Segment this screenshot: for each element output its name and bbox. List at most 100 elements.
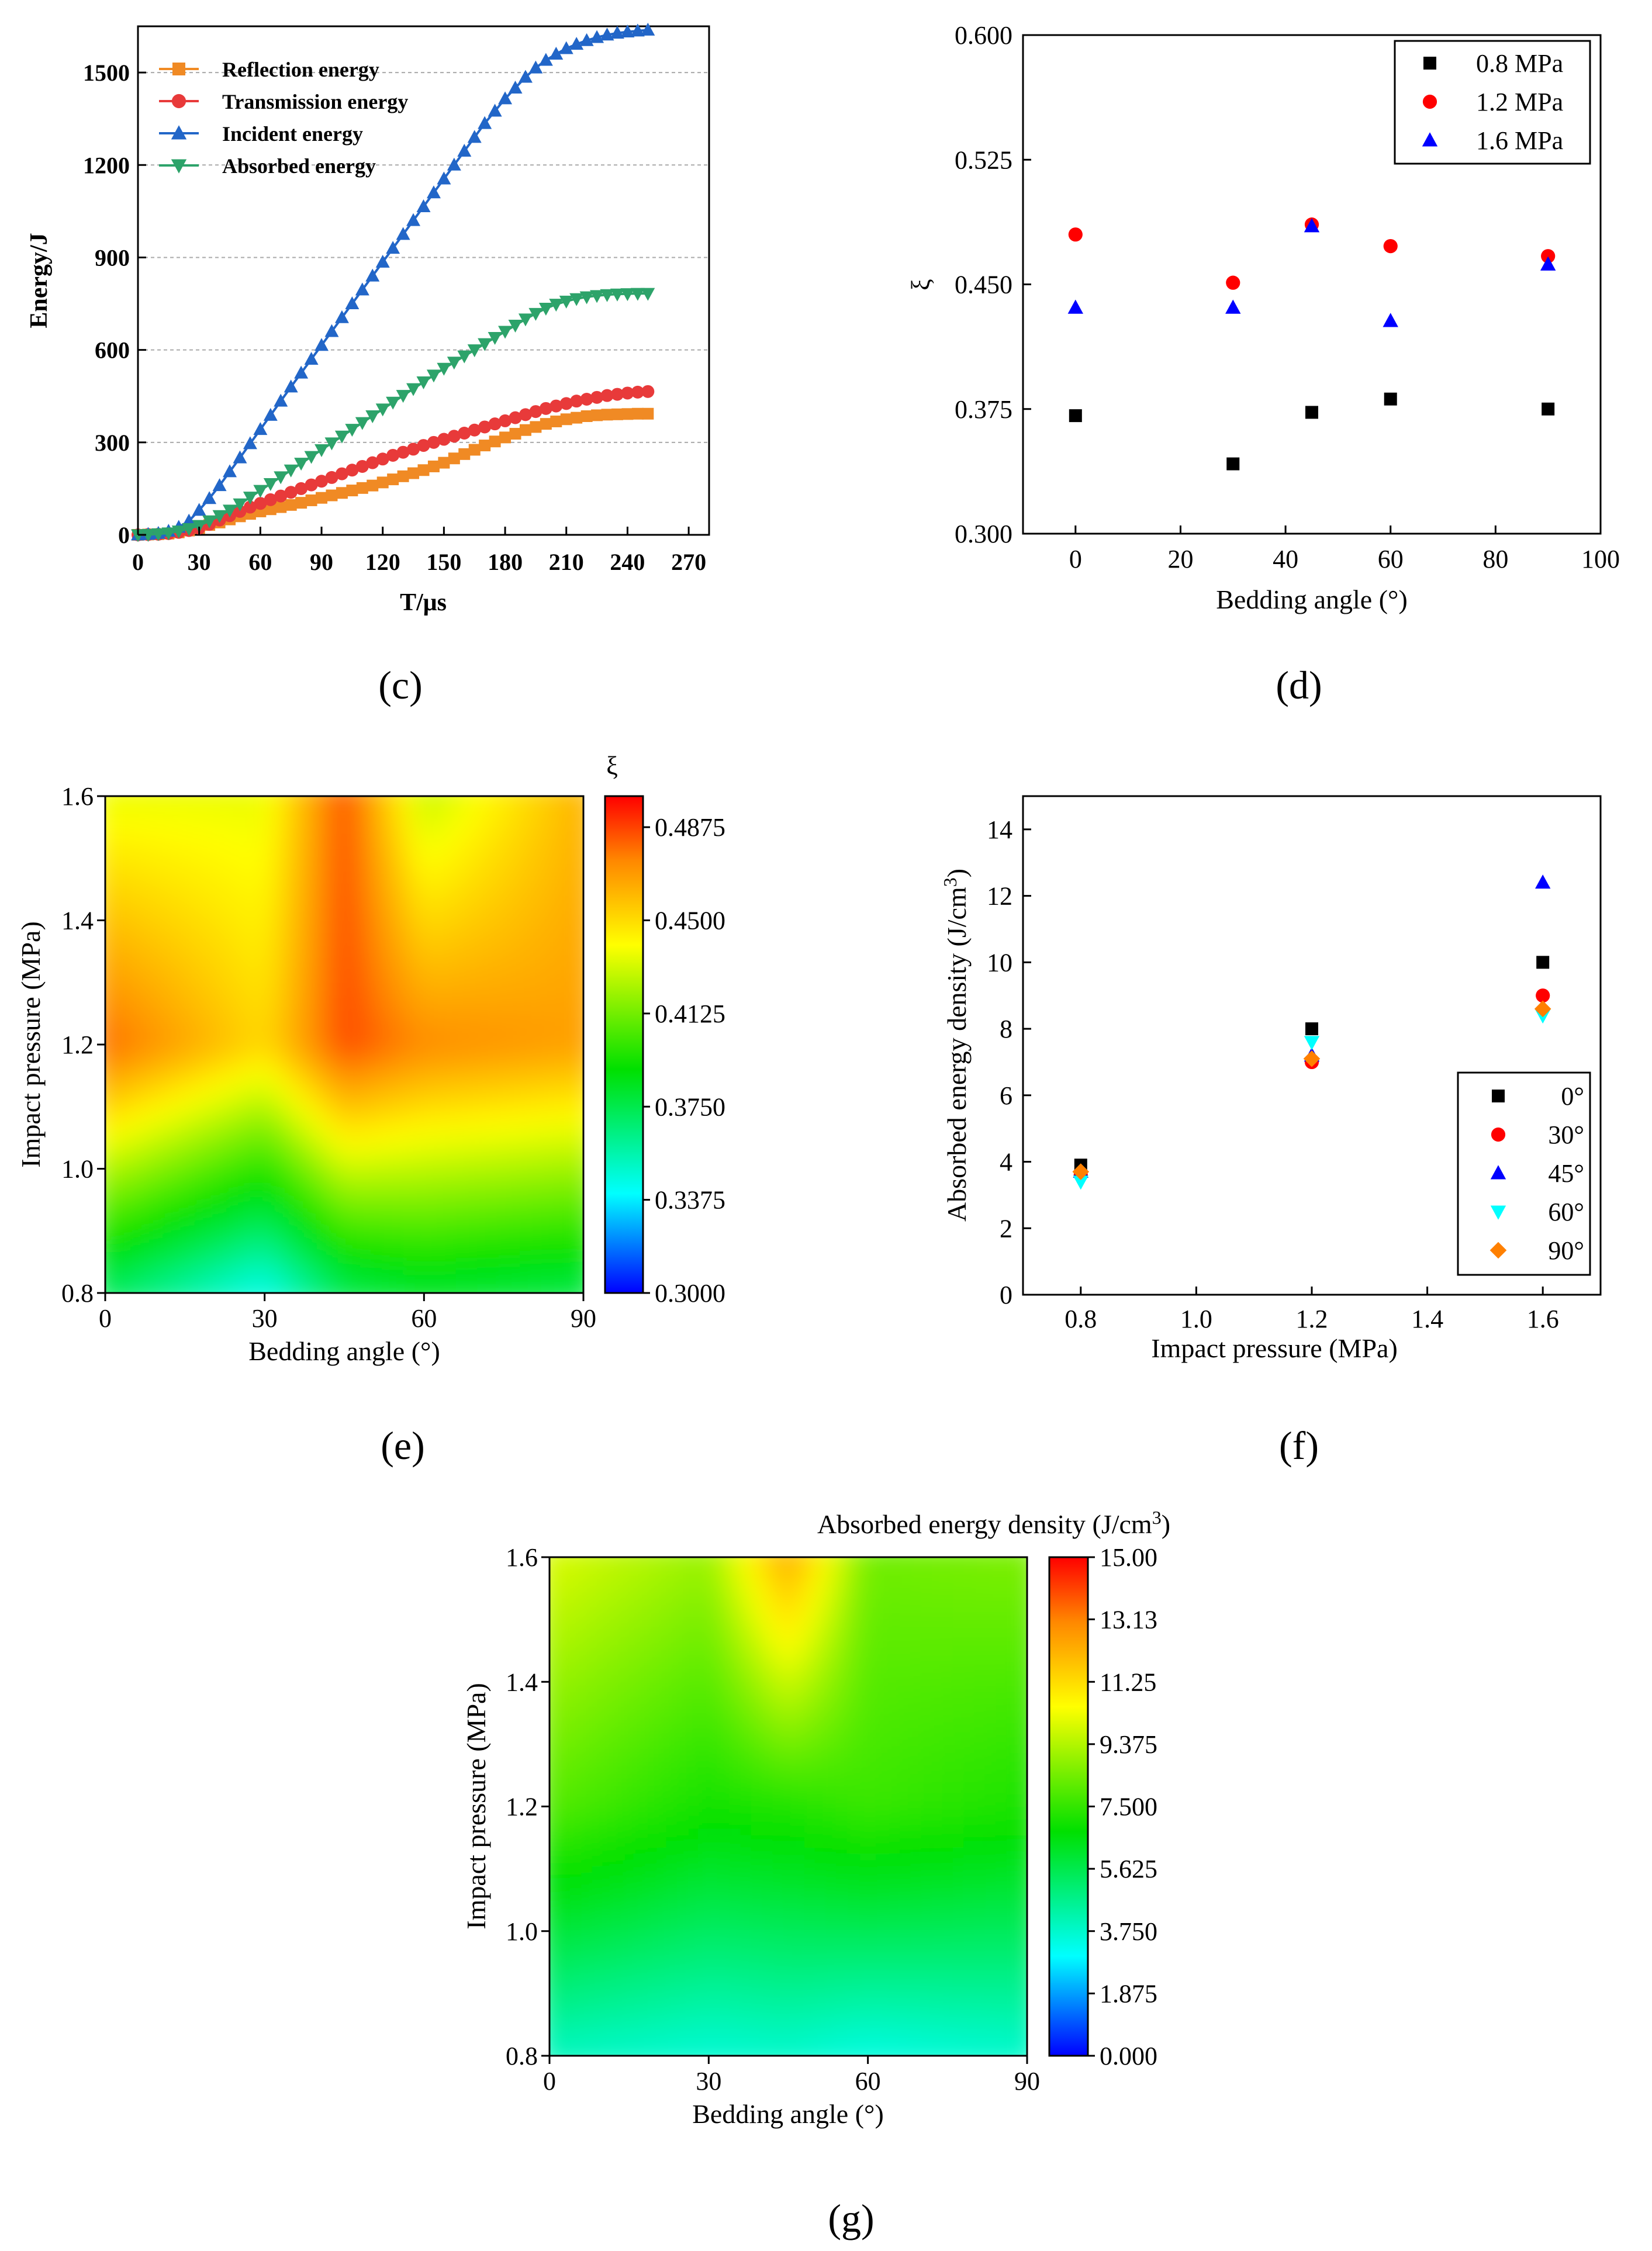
panel-e-heat-cell	[169, 895, 181, 909]
panel-g-heat-cell	[645, 1856, 656, 1870]
panel-g-heat-cell	[571, 1644, 582, 1658]
panel-e-heat-cell	[338, 1094, 351, 1108]
panel-g-heat-cell	[984, 1831, 996, 1845]
panel-e-heat-cell	[477, 883, 489, 896]
panel-e-heat-cell	[317, 982, 329, 995]
panel-g-heat-cell	[995, 1719, 1007, 1733]
panel-g-heat-cell	[974, 1931, 986, 1945]
panel-g-heat-cell	[730, 1844, 741, 1857]
panel-g-heat-cell	[942, 1869, 953, 1882]
panel-g-heat-cell	[804, 1644, 815, 1658]
panel-e-heat-cell	[392, 1280, 403, 1293]
panel-e-heat-cell	[328, 895, 340, 909]
panel-g-heat-cell	[581, 1557, 593, 1558]
panel-g-heat-cell	[984, 1931, 996, 1945]
panel-e-heat-cell	[509, 846, 520, 859]
panel-e-heat-cell	[381, 1156, 393, 1170]
panel-g-heat-cell	[772, 1719, 784, 1733]
panel-g-heat-cell	[676, 1968, 689, 1982]
panel-c-series-3-point	[478, 338, 492, 351]
panel-c-series-3-point	[386, 396, 400, 410]
panel-e-heat-cell	[158, 932, 170, 946]
panel-g-heat-cell	[645, 1981, 656, 1994]
panel-g-heat-cell	[836, 1582, 848, 1595]
panel-f-y-tick-label: 4	[1000, 1148, 1012, 1177]
panel-g-heat-cell	[549, 1956, 550, 1969]
panel-g-heat-cell	[878, 1881, 890, 1894]
panel-g-heat-cell	[634, 1918, 646, 1932]
panel-e-heat-cell	[551, 808, 563, 822]
panel-g-heat-cell	[709, 2043, 720, 2056]
panel-e-heat-cell	[264, 870, 276, 884]
panel-e-heat-cell	[583, 995, 595, 1008]
panel-g-heat-cell	[1016, 1682, 1027, 1695]
panel-e-heat-cell	[116, 1032, 127, 1045]
panel-g-heat-cell	[730, 1631, 741, 1645]
panel-g-heat-cell	[740, 1869, 752, 1882]
panel-g-heat-cell	[846, 1594, 858, 1608]
panel-e-heat-cell	[169, 808, 181, 822]
panel-g-heat-cell	[602, 1719, 614, 1733]
panel-g-heat-cell	[995, 1856, 1007, 1870]
panel-e-heat-cell	[307, 1119, 319, 1132]
panel-g-heat-cell	[730, 1856, 741, 1870]
panel-g-heat-cell	[868, 1594, 879, 1608]
panel-e-heat-cell	[541, 1280, 552, 1293]
panel-e-heat-cell	[562, 808, 573, 822]
panel-g-heat-cell	[666, 1856, 678, 1870]
panel-g-heat-cell	[592, 1968, 603, 1982]
panel-e-heat-cell	[477, 808, 489, 822]
panel-g-heat-cell	[549, 1657, 550, 1670]
panel-g-heat-cell	[931, 1631, 943, 1645]
panel-g-heat-cell	[772, 2043, 784, 2056]
panel-g-colorbar-tick-label: 11.25	[1100, 1668, 1156, 1696]
panel-e-heat-cell	[562, 1094, 573, 1108]
panel-e-heat-cell	[147, 1069, 159, 1083]
panel-c-series-2-point	[549, 46, 564, 60]
panel-e-heat-cell	[413, 1069, 425, 1083]
panel-e-heat-cell	[381, 1218, 393, 1232]
panel-e-heat-cell	[519, 1057, 531, 1070]
panel-e-heat-cell	[211, 796, 223, 810]
panel-g-heat-cell	[900, 1669, 911, 1683]
panel-g-heat-cell	[751, 1594, 763, 1608]
panel-g-heat-cell	[751, 1631, 763, 1645]
panel-e-heat-cell	[137, 1032, 148, 1045]
panel-e-heat-cell	[445, 908, 457, 921]
panel-g-heat-cell	[793, 1682, 805, 1695]
panel-g-heat-cell	[655, 2006, 667, 2020]
panel-e-heat-cell	[338, 1181, 351, 1194]
panel-e-heat-cell	[477, 945, 489, 959]
panel-g-heat-cell	[676, 1582, 689, 1595]
panel-g-heat-cell	[921, 1769, 932, 1782]
panel-g-heat-cell	[1005, 1706, 1017, 1720]
panel-g-heat-cell	[751, 1619, 763, 1633]
panel-e-heat-cell	[105, 1057, 117, 1070]
panel-g-heat-cell	[814, 1893, 827, 1907]
panel-c-series-3-point	[416, 376, 431, 389]
panel-e-heat-cell	[105, 1045, 117, 1058]
panel-e-heat-cell	[424, 1168, 436, 1182]
panel-e-heat-cell	[222, 808, 234, 822]
panel-g-heat-cell	[613, 1657, 625, 1670]
panel-e-heat-cell	[328, 1069, 340, 1083]
panel-d-points	[1067, 217, 1556, 471]
panel-g-heat-cell	[1027, 1769, 1038, 1782]
panel-e-heat-cell	[477, 1181, 489, 1194]
panel-d-legend-label-0: 0.8 MPa	[1476, 49, 1563, 78]
panel-e-heat-cell	[477, 957, 489, 971]
panel-g-heat-cell	[740, 1893, 752, 1907]
panel-e-heat-cell	[338, 1107, 351, 1120]
panel-e-heat-cell	[105, 808, 106, 822]
panel-c-series-2-point	[416, 199, 431, 212]
panel-e-heat-cell	[445, 932, 457, 946]
panel-g-heat-cell	[1005, 1607, 1017, 1620]
panel-c-series-0-point	[468, 444, 481, 456]
panel-e-heat-cell	[126, 1168, 138, 1182]
panel-g-heat-cell	[889, 1744, 901, 1758]
panel-e-heat-cell	[137, 945, 148, 959]
panel-g-heat-cell	[995, 1569, 1007, 1583]
panel-e-heat-cell	[434, 1057, 446, 1070]
panel-g-heat-cell	[963, 1881, 975, 1894]
panel-e-heat-cell	[338, 1156, 351, 1170]
